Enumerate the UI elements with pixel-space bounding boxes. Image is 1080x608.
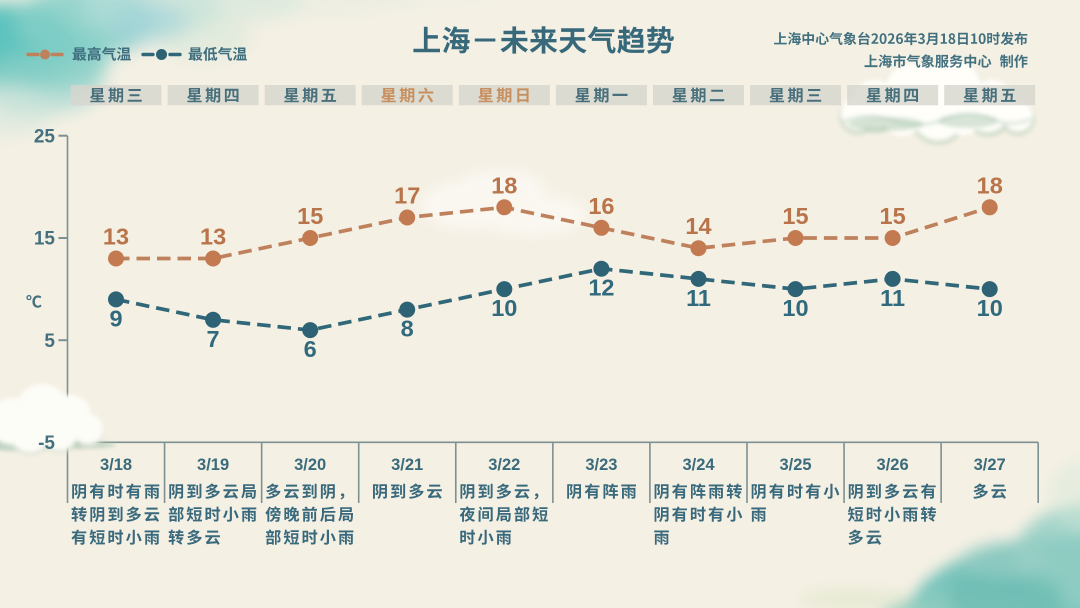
svg-text:3/24: 3/24 [682,456,715,474]
svg-text:13: 13 [200,224,226,250]
svg-text:3/19: 3/19 [197,456,229,474]
svg-text:15: 15 [880,203,906,229]
svg-text:10: 10 [782,295,808,321]
svg-text:5: 5 [44,331,55,352]
svg-text:12: 12 [588,275,614,301]
svg-text:6: 6 [304,336,317,362]
svg-text:11: 11 [880,285,905,311]
svg-text:7: 7 [207,326,220,352]
svg-text:3/20: 3/20 [294,456,326,474]
svg-text:15: 15 [34,229,56,250]
svg-text:3/22: 3/22 [488,456,520,474]
svg-text:25: 25 [34,126,56,147]
svg-text:3/21: 3/21 [391,456,423,474]
svg-text:17: 17 [394,183,420,209]
svg-text:3/18: 3/18 [100,456,132,474]
svg-text:3/23: 3/23 [585,456,617,474]
svg-text:3/26: 3/26 [877,456,909,474]
svg-text:10: 10 [977,295,1003,321]
svg-text:8: 8 [401,316,414,342]
svg-text:18: 18 [491,172,517,198]
svg-text:3/25: 3/25 [779,456,811,474]
svg-text:15: 15 [782,203,808,229]
svg-text:14: 14 [685,213,711,239]
svg-text:16: 16 [588,193,614,219]
svg-text:3/27: 3/27 [974,456,1006,474]
svg-text:10: 10 [491,295,517,321]
svg-text:18: 18 [977,172,1003,198]
svg-text:11: 11 [686,285,711,311]
svg-text:9: 9 [109,305,122,331]
svg-text:13: 13 [103,224,129,250]
svg-text:-5: -5 [38,433,55,454]
svg-text:15: 15 [297,203,323,229]
